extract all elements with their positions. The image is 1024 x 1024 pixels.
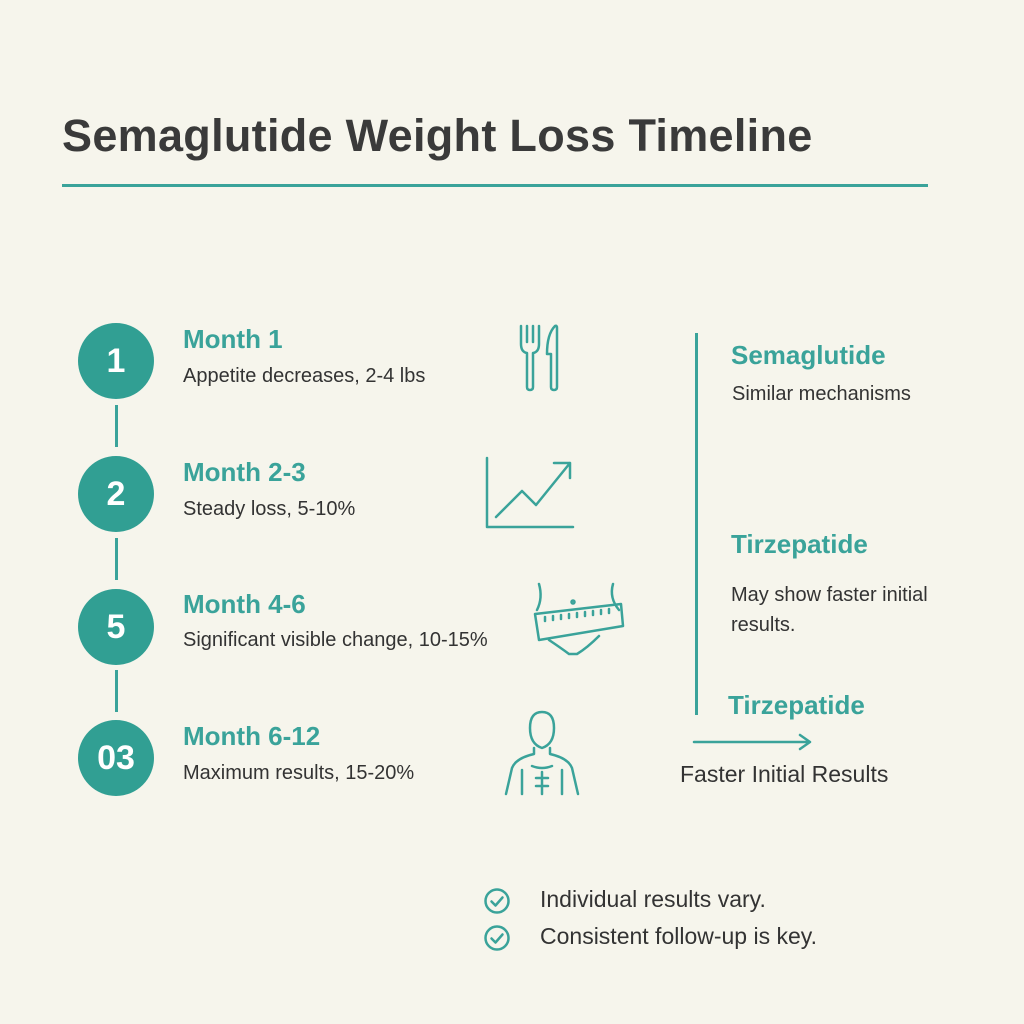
title-divider bbox=[62, 184, 928, 187]
step-badge-4: 03 bbox=[78, 720, 154, 796]
note-text: Consistent follow-up is key. bbox=[540, 923, 817, 949]
comparison-description: May show faster initial results. bbox=[731, 584, 928, 636]
timeline-connector bbox=[115, 405, 118, 447]
step-heading: Month 2-3 bbox=[183, 457, 306, 487]
comparison-description: Similar mechanisms bbox=[732, 383, 911, 405]
comparison-heading: Semaglutide bbox=[731, 340, 886, 370]
check-circle-icon bbox=[484, 888, 510, 914]
step-description: Steady loss, 5-10% bbox=[183, 498, 356, 520]
step-heading: Month 1 bbox=[183, 324, 283, 354]
note-text: Individual results vary. bbox=[540, 886, 766, 912]
comparison-heading: Tirzepatide bbox=[731, 529, 868, 559]
step-heading: Month 6-12 bbox=[183, 721, 321, 751]
step-badge-3: 5 bbox=[78, 589, 154, 665]
timeline-connector bbox=[115, 538, 118, 580]
step-heading: Month 4-6 bbox=[183, 589, 306, 619]
check-circle-icon bbox=[484, 925, 510, 951]
timeline-connector bbox=[115, 670, 118, 712]
trend-chart-icon bbox=[485, 456, 575, 529]
page-title: Semaglutide Weight Loss Timeline bbox=[62, 110, 813, 161]
waist-measuring-tape-icon bbox=[533, 582, 625, 656]
step-badge-1: 1 bbox=[78, 323, 154, 399]
step-description: Significant visible change, 10-15% bbox=[183, 629, 488, 651]
fork-knife-icon bbox=[519, 324, 559, 392]
fit-body-icon bbox=[504, 710, 580, 796]
step-description: Maximum results, 15-20% bbox=[183, 762, 415, 784]
arrow-right-icon bbox=[692, 733, 812, 751]
step-badge-2: 2 bbox=[78, 456, 154, 532]
arrow-heading: Tirzepatide bbox=[728, 690, 865, 720]
step-description: Appetite decreases, 2-4 lbs bbox=[183, 365, 426, 387]
arrow-label: Faster Initial Results bbox=[680, 761, 889, 787]
comparison-divider bbox=[695, 333, 698, 715]
